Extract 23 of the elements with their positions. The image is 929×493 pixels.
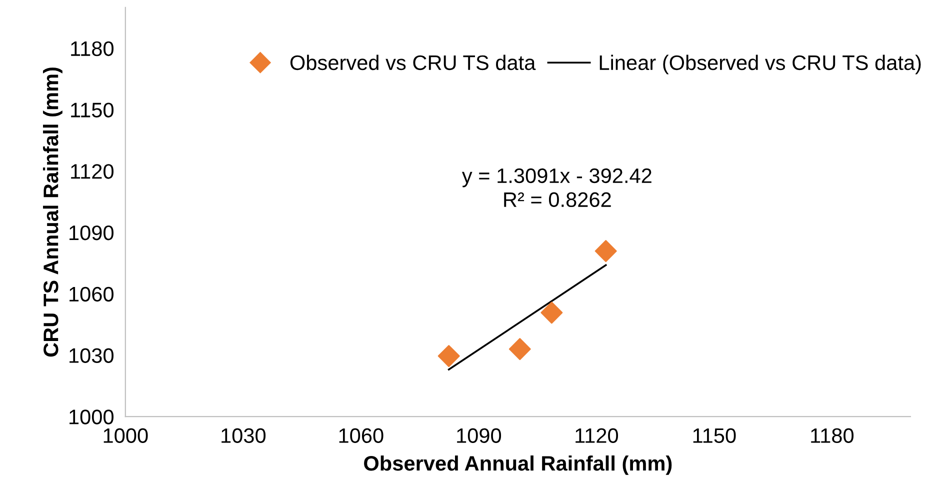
point [540, 302, 563, 324]
x-tick-label: 1180 [811, 428, 854, 443]
x-tick-label: 1060 [339, 428, 384, 443]
point [508, 338, 531, 360]
annotation: y = 1.3091x - 392.42 R² = 0.8262 [462, 168, 652, 208]
point [594, 240, 617, 262]
y-tick-label: 1000 [70, 410, 114, 424]
y-tick-label: 1060 [70, 286, 114, 302]
y-tick-label: 1180 [71, 41, 114, 56]
x-tick-label: 1120 [576, 428, 618, 443]
x-tick-label: 1000 [104, 428, 148, 443]
y-tick-label: 1150 [71, 102, 114, 118]
x-axis-title: Observed Annual Rainfall (mm) [364, 455, 672, 475]
y-tick-label: 1090 [70, 225, 114, 240]
x-tick-label: 1150 [693, 428, 736, 443]
legend-label: Linear (Observed vs CRU TS data) [600, 54, 921, 74]
x-tick-label: 1090 [457, 428, 502, 443]
y-tick-label: 1120 [71, 164, 114, 179]
y-axis-title: CRU TS Annual Rainfall (mm) [42, 68, 62, 357]
legend-label: Observed vs CRU TS data [290, 54, 536, 70]
point [438, 345, 460, 368]
y-tick-label: 1030 [70, 348, 114, 363]
x-tick-label: 1030 [222, 428, 266, 443]
